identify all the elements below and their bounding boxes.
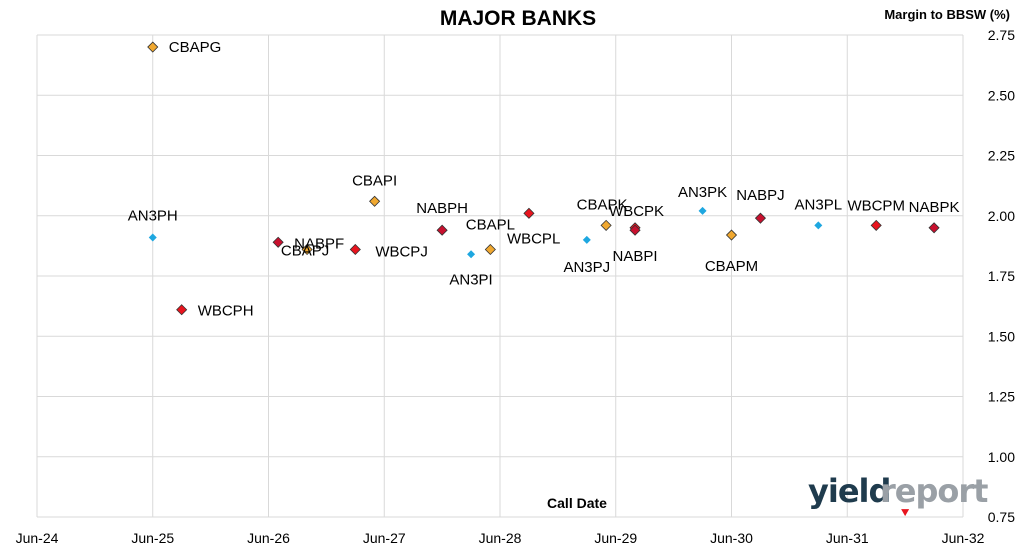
x-tick-label: Jun-32 xyxy=(942,530,985,546)
y-tick-label: 2.75 xyxy=(988,27,1015,43)
y-tick-label: 2.00 xyxy=(988,208,1015,224)
data-point-cbapl xyxy=(484,243,496,256)
y-tick-label: 0.75 xyxy=(988,509,1015,525)
yieldreport-logo: yield report xyxy=(808,472,989,510)
logo-yield-text: yield xyxy=(808,472,890,510)
point-label-cbapm: CBAPM xyxy=(705,258,758,275)
data-point-nabpi xyxy=(629,224,641,236)
point-label-cbapi: CBAPI xyxy=(352,172,397,189)
point-label-an3pl: AN3PL xyxy=(795,196,843,213)
x-tick-labels: Jun-24 Jun-25 Jun-26 Jun-27 Jun-28 Jun-29 Jun-… xyxy=(16,530,985,546)
x-tick-label: Jun-28 xyxy=(479,530,522,546)
data-point-cbapi xyxy=(369,195,381,207)
data-point-cbapk xyxy=(600,219,612,231)
x-tick-label: Jun-24 xyxy=(16,530,59,546)
point-label-wbcph: WBCPH xyxy=(198,303,254,320)
data-point-cbapj xyxy=(301,243,313,256)
data-point-an3pj xyxy=(582,235,591,244)
data-point-nabpj xyxy=(754,212,767,224)
y-tick-label: 1.75 xyxy=(988,268,1015,284)
y-tick-label: 2.25 xyxy=(988,148,1015,164)
y-tick-label: 1.25 xyxy=(988,389,1015,405)
point-label-nabpi: NABPI xyxy=(613,248,658,265)
data-point-wbcph xyxy=(176,304,188,316)
data-point-cbapg xyxy=(147,41,159,53)
data-point-wbcpl xyxy=(523,207,535,219)
data-point-an3pl xyxy=(814,221,823,230)
data-point-nabpf xyxy=(272,236,284,248)
gridlines xyxy=(36,34,964,518)
data-point-an3ph xyxy=(148,233,157,242)
data-point-wbcpj xyxy=(349,243,361,256)
y-tick-labels: 0.75 1.00 1.25 1.50 1.75 2.00 2.25 2.50 2.75 xyxy=(988,27,1015,525)
data-point-an3pk xyxy=(698,206,707,215)
x-tick-label: Jun-27 xyxy=(363,530,406,546)
point-label-nabpj: NABPJ xyxy=(736,187,784,204)
x-tick-label: Jun-31 xyxy=(826,530,869,546)
x-tick-label: Jun-25 xyxy=(131,530,174,546)
data-point-an3pi xyxy=(467,250,476,259)
point-label-wbcpl: WBCPL xyxy=(507,230,560,247)
point-label-an3ph: AN3PH xyxy=(128,207,178,224)
x-tick-label: Jun-29 xyxy=(594,530,637,546)
point-label-cbapl: CBAPL xyxy=(466,216,515,233)
x-axis-label: Call Date xyxy=(547,495,607,511)
data-point xyxy=(901,509,910,517)
point-label-cbapj: CBAPJ xyxy=(281,242,329,259)
x-tick-label: Jun-26 xyxy=(247,530,290,546)
y-tick-label: 1.00 xyxy=(988,449,1015,465)
point-label-wbcpj: WBCPJ xyxy=(375,243,428,260)
y-axis-label: Margin to BBSW (%) xyxy=(884,7,1010,22)
point-label-nabpf: NABPF xyxy=(294,235,344,252)
y-tick-label: 1.50 xyxy=(988,328,1015,344)
point-label-an3pi: AN3PI xyxy=(449,271,492,288)
point-label-wbcpm: WBCPM xyxy=(847,197,905,214)
point-label-nabpk: NABPK xyxy=(909,199,960,216)
data-points xyxy=(147,41,940,517)
point-label-cbapg: CBAPG xyxy=(169,39,222,56)
data-point-cbapm xyxy=(725,229,738,241)
logo-report-text: report xyxy=(880,472,988,510)
data-point-nabph xyxy=(436,224,448,236)
data-point-wbcpm xyxy=(870,219,882,231)
chart-title: MAJOR BANKS xyxy=(440,7,596,30)
point-label-nabph: NABPH xyxy=(416,200,468,217)
point-label-an3pk: AN3PK xyxy=(678,184,727,201)
point-label-an3pj: AN3PJ xyxy=(563,259,610,276)
x-tick-label: Jun-30 xyxy=(710,530,753,546)
point-label-wbcpk: WBCPK xyxy=(609,203,664,220)
data-point-nabpk xyxy=(928,222,940,234)
point-label-cbapk: CBAPK xyxy=(577,196,628,213)
y-tick-label: 2.50 xyxy=(988,87,1015,103)
